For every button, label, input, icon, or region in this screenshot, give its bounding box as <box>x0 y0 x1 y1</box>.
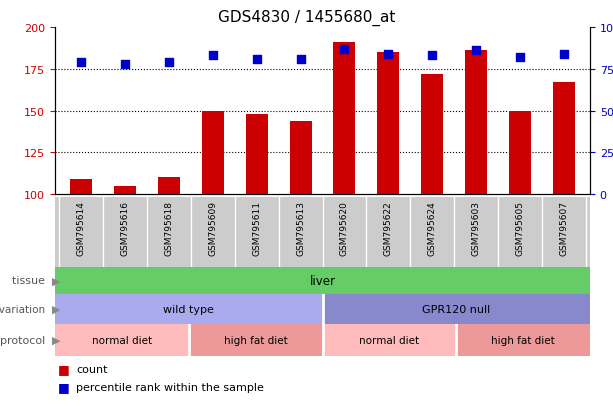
Bar <box>456 324 590 356</box>
Point <box>164 59 174 66</box>
Point <box>427 53 437 59</box>
Bar <box>289 121 311 195</box>
Bar <box>55 294 322 324</box>
Bar <box>189 324 322 356</box>
Text: normal diet: normal diet <box>359 335 419 345</box>
Bar <box>202 111 224 195</box>
Text: GSM795613: GSM795613 <box>296 201 305 256</box>
Point <box>77 59 86 66</box>
Text: genotype/variation: genotype/variation <box>0 304 49 314</box>
Text: GSM795616: GSM795616 <box>121 201 130 256</box>
Text: tissue: tissue <box>12 276 49 286</box>
Bar <box>509 111 531 195</box>
Point <box>295 56 305 63</box>
Bar <box>421 75 443 195</box>
Text: wild type: wild type <box>163 304 214 314</box>
Point <box>252 56 262 63</box>
Text: GSM795618: GSM795618 <box>164 201 173 256</box>
Text: high fat diet: high fat diet <box>491 335 555 345</box>
Bar <box>322 324 456 356</box>
Text: GSM795620: GSM795620 <box>340 201 349 256</box>
Text: GSM795609: GSM795609 <box>208 201 218 256</box>
Bar <box>246 114 268 195</box>
Text: GSM795624: GSM795624 <box>428 201 436 256</box>
Point <box>340 46 349 53</box>
Bar <box>553 83 574 195</box>
Bar <box>333 43 356 195</box>
Text: normal diet: normal diet <box>92 335 152 345</box>
Text: GSM795622: GSM795622 <box>384 201 393 256</box>
Point <box>471 48 481 55</box>
Text: GSM795605: GSM795605 <box>516 201 524 256</box>
Text: GSM795607: GSM795607 <box>559 201 568 256</box>
Bar <box>55 324 189 356</box>
Bar <box>465 51 487 195</box>
Point <box>120 61 130 68</box>
Text: protocol: protocol <box>0 335 49 345</box>
Text: count: count <box>77 364 108 374</box>
Point <box>515 55 525 61</box>
Text: GPR120 null: GPR120 null <box>422 304 490 314</box>
Bar <box>70 180 93 195</box>
Text: ▶: ▶ <box>52 335 61 345</box>
Bar <box>378 53 399 195</box>
Text: GSM795614: GSM795614 <box>77 201 86 256</box>
Text: GSM795611: GSM795611 <box>252 201 261 256</box>
Point <box>208 53 218 59</box>
Text: ▶: ▶ <box>52 276 61 286</box>
Text: GSM795603: GSM795603 <box>471 201 481 256</box>
Text: high fat diet: high fat diet <box>224 335 287 345</box>
Text: ■: ■ <box>58 380 70 394</box>
Bar <box>322 294 590 324</box>
Point <box>383 51 393 58</box>
Bar <box>158 178 180 195</box>
Bar <box>114 186 136 195</box>
Text: GDS4830 / 1455680_at: GDS4830 / 1455680_at <box>218 10 395 26</box>
Point <box>559 51 569 58</box>
Text: ■: ■ <box>58 363 70 375</box>
Text: percentile rank within the sample: percentile rank within the sample <box>77 382 264 392</box>
Text: ▶: ▶ <box>52 304 61 314</box>
Text: liver: liver <box>310 274 335 287</box>
